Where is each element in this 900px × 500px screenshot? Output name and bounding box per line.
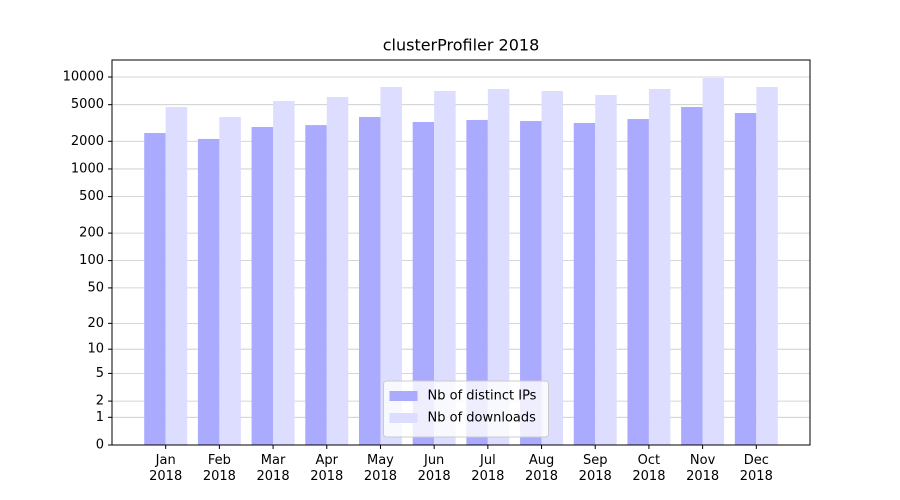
bar	[681, 106, 703, 446]
y-tick-label: 100	[79, 253, 104, 268]
y-tick-label: 5	[96, 366, 104, 381]
legend-swatch	[389, 391, 418, 401]
x-tick-label: Feb 2018	[202, 453, 236, 484]
x-tick-label: Dec 2018	[739, 453, 773, 484]
legend: Nb of distinct IPs Nb of downloads	[383, 380, 549, 438]
y-tick-label: 1	[96, 410, 104, 425]
x-tick-label: Jan 2018	[149, 453, 183, 484]
x-tick-label: Aug 2018	[524, 453, 559, 484]
bar	[466, 119, 488, 445]
bar	[197, 138, 220, 445]
y-tick-label: 5000	[71, 97, 104, 112]
x-tick-label: May 2018	[363, 453, 397, 484]
chart-title: clusterProfiler 2018	[383, 36, 540, 55]
x-tick-label: Sep 2018	[578, 453, 612, 484]
bar	[412, 122, 435, 445]
bar	[434, 91, 456, 445]
bar	[144, 133, 166, 445]
bar	[627, 119, 649, 445]
x-tick-label: Oct 2018	[632, 453, 666, 484]
bar	[305, 125, 327, 445]
plot-frame	[111, 59, 811, 446]
bar	[326, 97, 349, 445]
bar	[573, 123, 596, 445]
bar	[734, 113, 757, 445]
bar	[702, 78, 725, 446]
x-tick-label: Mar 2018	[256, 453, 290, 484]
x-tick-label: Nov 2018	[686, 453, 720, 484]
bar	[358, 117, 381, 445]
legend-label: Nb of downloads	[428, 411, 537, 426]
bar	[520, 121, 542, 446]
y-tick-label: 10000	[63, 69, 104, 84]
bar	[219, 117, 241, 445]
y-tick-label: 50	[87, 280, 104, 295]
bar	[487, 88, 510, 445]
bar	[165, 106, 188, 446]
x-tick-label: Apr 2018	[310, 453, 344, 484]
bar	[251, 126, 274, 446]
y-tick-label: 200	[79, 226, 104, 241]
legend-swatch	[389, 413, 418, 423]
y-tick-label: 20	[87, 316, 104, 331]
y-tick-label: 1000	[71, 161, 104, 176]
y-tick-label: 0	[96, 438, 104, 453]
bar	[648, 88, 671, 445]
bar	[380, 87, 402, 445]
y-tick-label: 2000	[71, 134, 104, 149]
y-tick-label: 500	[79, 189, 104, 204]
legend-label: Nb of distinct IPs	[428, 389, 537, 404]
bar	[595, 95, 617, 445]
legend-box	[383, 380, 549, 438]
bar	[273, 101, 295, 445]
bar	[756, 87, 778, 445]
y-tick-label: 2	[96, 394, 104, 409]
x-tick-label: Jul 2018	[471, 453, 505, 484]
y-tick-label: 10	[87, 342, 104, 357]
bar	[541, 91, 564, 445]
x-tick-label: Jun 2018	[417, 453, 451, 484]
